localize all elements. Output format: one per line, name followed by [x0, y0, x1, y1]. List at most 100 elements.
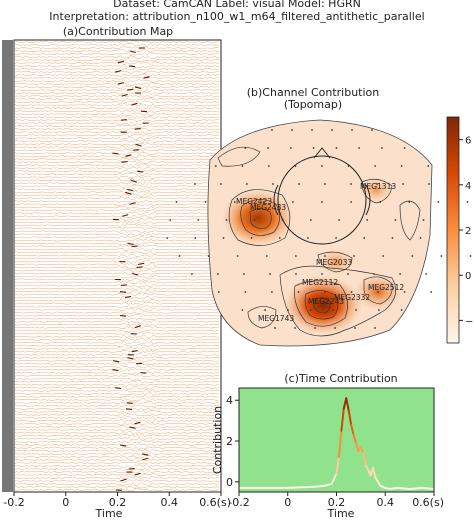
channel-trace: [14, 190, 220, 195]
channel-trace: [14, 232, 220, 237]
burst-mark: [143, 76, 150, 79]
sensor-dot: [332, 309, 335, 311]
sensor-dot: [358, 147, 360, 149]
sensor-dot: [440, 255, 443, 257]
channel-trace: [14, 247, 220, 252]
channel-trace: [14, 122, 220, 126]
sensor-dot: [399, 273, 401, 275]
y-tick-label: 0: [226, 476, 233, 489]
channel-trace: [14, 70, 220, 74]
line-segment: [374, 476, 382, 487]
contour-line: [217, 146, 261, 167]
burst-mark: [127, 242, 134, 246]
contour-line: [363, 276, 393, 305]
channel-trace: [14, 419, 220, 423]
channel-trace: [15, 346, 220, 351]
channel-trace: [14, 259, 220, 264]
channel-trace: [14, 238, 220, 242]
sensor-dot: [373, 273, 375, 275]
channel-trace: [14, 397, 219, 402]
sensor-dot: [191, 273, 193, 275]
channel-trace: [14, 166, 220, 171]
line-segment: [420, 486, 435, 490]
sensor-dot: [371, 129, 373, 131]
burst-mark: [119, 291, 126, 293]
panel-b-title: (b)Channel Contribution: [247, 86, 380, 99]
channel-trace: [14, 482, 220, 486]
channel-trace: [14, 157, 220, 162]
x-tick-label: 0.4: [377, 496, 395, 509]
sensor-dot: [244, 291, 247, 293]
channel-trace: [14, 211, 220, 216]
channel-trace: [15, 299, 220, 303]
burst-mark: [117, 60, 125, 64]
channel-trace: [14, 446, 220, 450]
burst-mark: [129, 50, 137, 54]
sensor-dot: [377, 291, 379, 293]
sensor-dot: [225, 219, 228, 221]
burst-mark: [120, 315, 127, 317]
channel-trace: [14, 286, 220, 291]
channel-trace: [15, 455, 220, 459]
sensor-dot: [321, 165, 323, 167]
sensor-dot: [355, 309, 357, 311]
sensor-dot: [268, 165, 270, 167]
channel-trace: [14, 409, 220, 414]
contour-line: [294, 280, 348, 327]
channel-trace: [14, 262, 220, 267]
channel-trace: [14, 88, 220, 93]
channel-trace: [14, 250, 220, 254]
channel-trace: [14, 169, 219, 174]
channel-trace: [14, 118, 220, 122]
channel-trace: [14, 124, 220, 128]
sensor-dot: [331, 129, 333, 131]
sensor-dot: [338, 219, 340, 221]
channel-trace: [14, 449, 220, 453]
channel-trace: [14, 379, 220, 384]
colorbar: 6 4 2 0 −2: [446, 116, 474, 344]
channel-trace: [14, 461, 219, 465]
channel-trace: [14, 130, 220, 135]
sensor-dot: [312, 147, 315, 149]
line-segment: [352, 433, 357, 445]
channel-trace: [15, 85, 220, 89]
channel-trace: [14, 115, 220, 120]
burst-mark: [129, 65, 136, 68]
channel-trace: [14, 91, 220, 95]
channel-trace: [14, 223, 220, 228]
channel-trace: [14, 145, 220, 150]
channel-label: MEG2512: [368, 283, 404, 292]
channel-trace: [14, 214, 220, 219]
panel-c-line: [238, 397, 435, 490]
channel-trace: [14, 178, 220, 183]
line-segment: [359, 446, 365, 455]
sensor-dot: [197, 219, 200, 221]
channel-trace: [14, 265, 220, 270]
sensor-dot: [350, 183, 352, 185]
figure-title-line-1: Dataset: CamCAN Label: visual Model: HGR…: [113, 0, 361, 10]
burst-mark: [121, 161, 128, 163]
burst-mark: [126, 402, 133, 404]
contour-line: [313, 297, 331, 314]
line-segment: [323, 482, 333, 487]
channel-trace: [14, 97, 220, 101]
x-tick-label: 0.6(s): [412, 496, 444, 509]
channel-trace: [14, 421, 220, 426]
x-tick-label: -0.2: [3, 496, 24, 509]
channel-trace: [14, 280, 220, 285]
channel-trace: [14, 431, 220, 435]
x-tick-label: 0.2: [109, 496, 127, 509]
sensor-dot: [335, 147, 338, 149]
burst-mark: [130, 179, 137, 183]
sensor-dot: [391, 237, 394, 239]
sensor-dot: [292, 201, 294, 203]
sensor-dot: [334, 327, 336, 329]
channel-trace: [14, 313, 220, 318]
burst-mark: [134, 86, 142, 89]
channel-trace: [14, 208, 220, 213]
sensor-dot: [378, 309, 380, 311]
burst-mark: [120, 478, 127, 482]
panel-c-ylabel: Contribution: [211, 406, 224, 474]
sensor-dot: [217, 291, 220, 293]
